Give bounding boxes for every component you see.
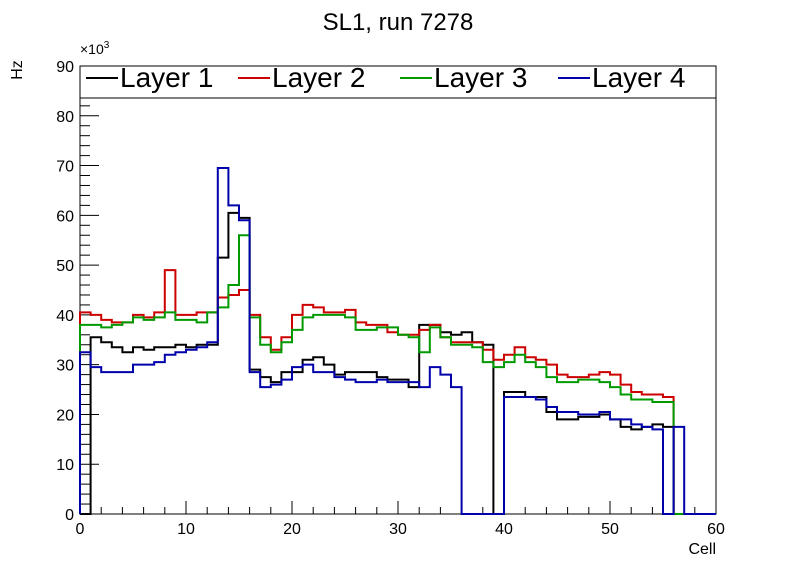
y-tick-label: 70	[56, 159, 74, 176]
x-axis: 0 10 20 30 40 50 60	[76, 501, 725, 538]
y-tick-label: 30	[56, 358, 74, 375]
chart-title: SL1, run 7278	[323, 9, 474, 36]
x-tick-label: 30	[389, 521, 407, 538]
y-tick-label: 80	[56, 109, 74, 126]
x-tick-label: 10	[177, 521, 195, 538]
x-axis-label: Cell	[688, 541, 716, 558]
y-tick-label: 10	[56, 457, 74, 474]
y-multiplier: ×103	[80, 40, 110, 57]
legend: Layer 1 Layer 2 Layer 3 Layer 4	[79, 62, 717, 99]
y-axis-label: Hz	[9, 60, 26, 80]
y-tick-label: 90	[56, 59, 74, 76]
y-tick-label: 20	[56, 407, 74, 424]
legend-label-layer-3: Layer 3	[434, 62, 527, 93]
legend-label-layer-1: Layer 1	[120, 62, 213, 93]
y-tick-label: 0	[65, 507, 74, 524]
series-line-layer-1	[80, 211, 716, 515]
series-line-layer-3	[79, 234, 716, 515]
y-tick-label: 60	[56, 208, 74, 225]
legend-label-layer-4: Layer 4	[592, 62, 685, 93]
x-tick-label: 60	[707, 521, 725, 538]
y-axis: 0 10 20 30 40 50 60 70 80 90	[56, 59, 99, 524]
x-tick-label: 0	[76, 521, 85, 538]
y-tick-label: 50	[56, 258, 74, 275]
series-line-layer-2	[79, 269, 716, 515]
x-tick-label: 20	[283, 521, 301, 538]
series-group	[79, 167, 716, 515]
legend-label-layer-2: Layer 2	[272, 62, 365, 93]
series-line-layer-4	[79, 167, 716, 515]
legend-box	[79, 65, 717, 99]
y-tick-label: 40	[56, 308, 74, 325]
x-tick-label: 40	[495, 521, 513, 538]
x-tick-label: 50	[601, 521, 619, 538]
